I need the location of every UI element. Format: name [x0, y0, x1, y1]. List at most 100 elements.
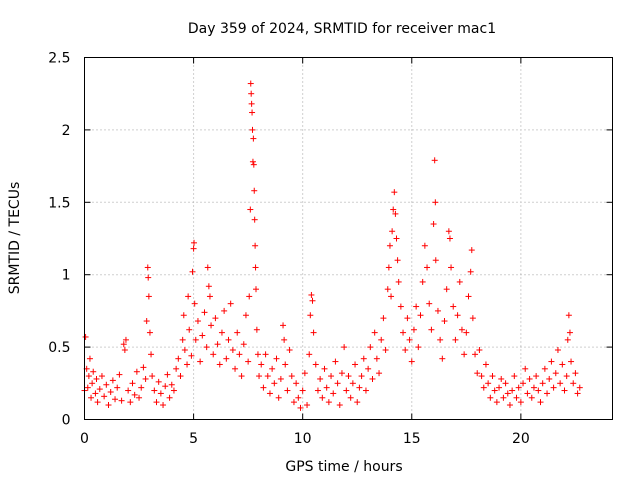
- data-point: [539, 380, 546, 387]
- data-point: [426, 300, 433, 307]
- y-tick-label: 2: [62, 123, 71, 139]
- data-point: [421, 242, 428, 249]
- data-point: [250, 135, 257, 142]
- data-point: [184, 361, 191, 368]
- data-point: [127, 399, 134, 406]
- data-point: [236, 351, 243, 358]
- data-point: [437, 336, 444, 343]
- data-point: [386, 242, 393, 249]
- data-point: [509, 387, 516, 394]
- data-point: [248, 90, 255, 97]
- data-point: [308, 291, 315, 298]
- data-point: [234, 329, 241, 336]
- data-point: [526, 375, 533, 382]
- data-point: [415, 344, 422, 351]
- data-point: [136, 394, 143, 401]
- data-point: [450, 303, 457, 310]
- data-point: [431, 157, 438, 164]
- data-point: [208, 322, 215, 329]
- data-point: [566, 329, 573, 336]
- data-point: [382, 346, 389, 353]
- data-point: [214, 341, 221, 348]
- data-point: [498, 375, 505, 382]
- data-point: [253, 326, 260, 333]
- y-axis-label: SRMTID / TECUs: [7, 182, 23, 295]
- data-point: [356, 384, 363, 391]
- data-point: [151, 387, 158, 394]
- data-point: [397, 303, 404, 310]
- data-point: [330, 390, 337, 397]
- data-point: [388, 293, 395, 300]
- data-point: [336, 402, 343, 409]
- data-point: [249, 126, 256, 133]
- y-tick-label: 2.5: [48, 51, 70, 67]
- data-point: [122, 336, 129, 343]
- x-tick-label: 15: [403, 431, 421, 447]
- data-point: [338, 370, 345, 377]
- data-point: [309, 297, 316, 304]
- data-point: [92, 390, 99, 397]
- data-point: [541, 365, 548, 372]
- data-point: [293, 380, 300, 387]
- data-point: [454, 312, 461, 319]
- data-point: [252, 242, 259, 249]
- data-point: [378, 336, 385, 343]
- data-point: [112, 396, 119, 403]
- data-point: [391, 189, 398, 196]
- data-point: [468, 247, 475, 254]
- data-point: [432, 257, 439, 264]
- data-point: [319, 394, 326, 401]
- data-point: [533, 373, 540, 380]
- data-point: [245, 358, 252, 365]
- data-point: [162, 383, 169, 390]
- data-point: [506, 402, 513, 409]
- data-point: [321, 365, 328, 372]
- data-point: [491, 387, 498, 394]
- data-point: [105, 402, 112, 409]
- data-point: [145, 274, 152, 281]
- data-point: [116, 371, 123, 378]
- data-point: [194, 318, 201, 325]
- data-point: [249, 109, 256, 116]
- data-point: [225, 336, 232, 343]
- data-point: [240, 341, 247, 348]
- x-tick-labels: 0 5 10 15 20: [80, 431, 530, 447]
- data-point: [345, 373, 352, 380]
- data-point: [385, 264, 392, 271]
- data-point: [306, 351, 313, 358]
- data-point: [504, 390, 511, 397]
- axis-ticks: [84, 57, 613, 420]
- data-point: [530, 384, 537, 391]
- y-tick-label: 1: [62, 268, 71, 284]
- data-point: [86, 355, 93, 362]
- y-tick-label: 1.5: [48, 195, 70, 211]
- data-point: [82, 333, 89, 340]
- data-point: [218, 329, 225, 336]
- data-point: [144, 264, 151, 271]
- data-point: [290, 399, 297, 406]
- data-point: [179, 336, 186, 343]
- data-point: [500, 394, 507, 401]
- data-point: [389, 228, 396, 235]
- data-point: [180, 312, 187, 319]
- data-point: [443, 286, 450, 293]
- data-point: [493, 399, 500, 406]
- x-axis-label: GPS time / hours: [285, 459, 402, 475]
- data-point: [520, 380, 527, 387]
- x-tick-label: 20: [512, 431, 530, 447]
- data-point: [380, 315, 387, 322]
- data-point: [419, 278, 426, 285]
- data-point: [434, 307, 441, 314]
- data-point: [140, 364, 147, 371]
- data-point: [347, 394, 354, 401]
- data-point: [273, 355, 280, 362]
- data-point: [301, 370, 308, 377]
- data-point: [476, 346, 483, 353]
- data-point: [408, 358, 415, 365]
- data-point: [393, 235, 400, 242]
- data-point: [565, 312, 572, 319]
- data-point: [160, 402, 167, 409]
- data-point: [358, 373, 365, 380]
- data-point: [404, 315, 411, 322]
